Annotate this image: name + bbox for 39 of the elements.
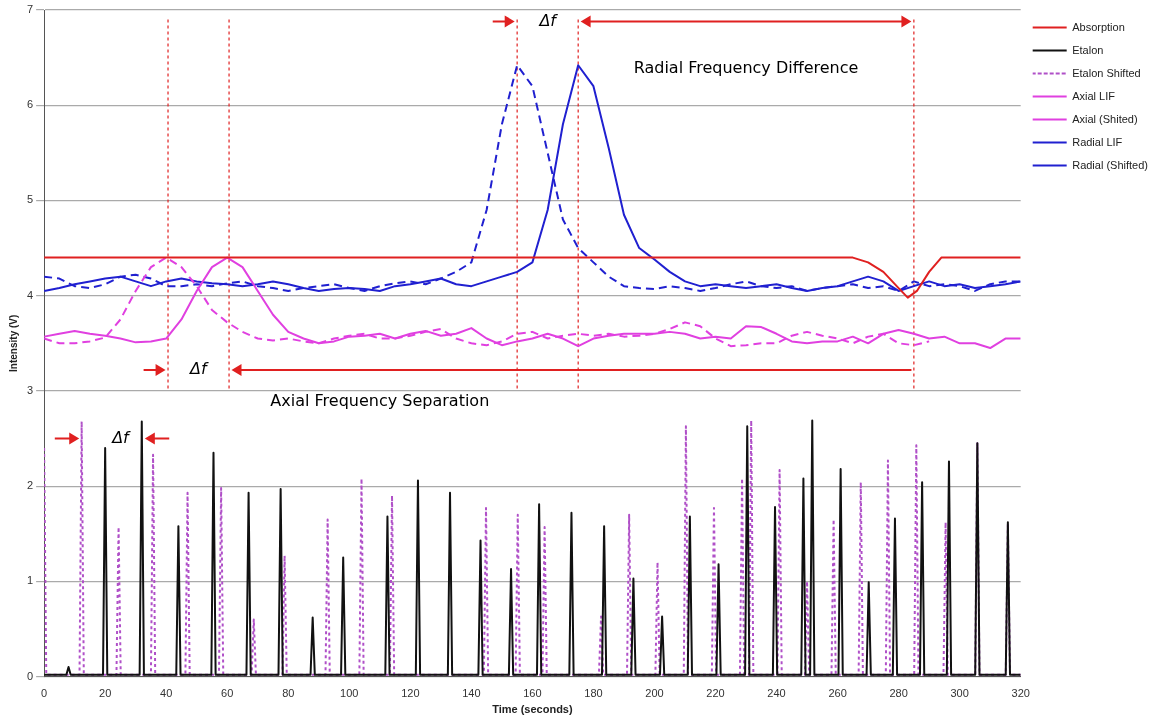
y-tick-label: 1 <box>26 574 34 587</box>
y-axis-title: Intensity (V) <box>7 314 19 372</box>
annotation: Radial Frequency Difference <box>633 58 859 78</box>
legend-label: Etalon Shifted <box>1072 66 1141 79</box>
x-tick-label: 0 <box>41 687 48 700</box>
annotation: Axial Frequency Separation <box>270 391 490 411</box>
x-tick-label: 300 <box>950 687 969 700</box>
legend-label: Absorption <box>1072 20 1125 33</box>
x-tick-label: 260 <box>828 687 847 700</box>
y-tick-label: 4 <box>26 288 34 301</box>
annotation: Δf <box>110 427 132 447</box>
x-axis-title: Time (seconds) <box>492 703 573 716</box>
x-tick-label: 40 <box>160 687 173 700</box>
y-tick-label: 3 <box>26 383 34 396</box>
legend-label: Etalon <box>1072 43 1104 56</box>
legend-label: Axial LIF <box>1072 89 1116 102</box>
x-tick-label: 20 <box>99 687 112 700</box>
y-tick-label: 6 <box>26 98 34 111</box>
x-tick-label: 100 <box>340 687 359 700</box>
x-tick-label: 120 <box>401 687 420 700</box>
legend-label: Radial LIF <box>1072 135 1123 148</box>
x-tick-label: 240 <box>767 687 786 700</box>
y-tick-label: 5 <box>26 193 34 206</box>
x-tick-label: 220 <box>706 687 725 700</box>
legend-label: Radial (Shifted) <box>1072 158 1149 171</box>
annotation: Δf <box>537 10 559 30</box>
x-tick-label: 180 <box>584 687 603 700</box>
y-tick-label: 0 <box>26 669 34 682</box>
x-tick-label: 140 <box>462 687 481 700</box>
x-tick-label: 160 <box>523 687 542 700</box>
y-tick-label: 7 <box>26 3 34 16</box>
legend-label: Axial (Shited) <box>1072 112 1138 125</box>
x-tick-label: 200 <box>645 687 664 700</box>
x-tick-label: 320 <box>1011 687 1030 700</box>
x-tick-label: 80 <box>282 687 295 700</box>
y-tick-label: 2 <box>26 479 34 492</box>
x-tick-label: 60 <box>221 687 234 700</box>
x-tick-label: 280 <box>889 687 908 700</box>
annotation: Δf <box>187 359 209 379</box>
